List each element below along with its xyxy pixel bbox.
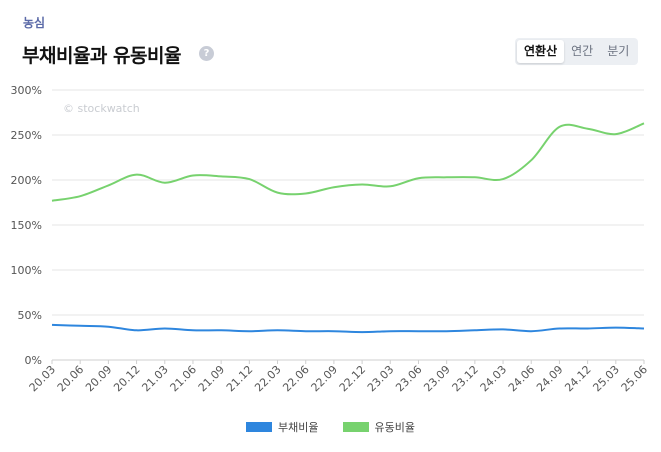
data-point-debt xyxy=(500,326,506,332)
x-tick-label: 24.12 xyxy=(562,363,593,394)
x-tick-label: 22.12 xyxy=(337,363,368,394)
data-point-current xyxy=(275,190,281,196)
data-point-debt xyxy=(303,328,309,334)
data-point-current xyxy=(246,176,252,182)
y-tick-label: 100% xyxy=(11,264,42,277)
data-point-current xyxy=(359,182,365,188)
x-tick-label: 25.03 xyxy=(590,363,621,394)
x-tick-label: 20.09 xyxy=(83,363,114,394)
x-tick-label: 24.03 xyxy=(478,363,509,394)
data-point-debt xyxy=(556,326,562,332)
x-tick-label: 21.06 xyxy=(168,363,199,394)
help-icon[interactable]: ? xyxy=(199,46,214,61)
y-tick-label: 200% xyxy=(11,174,42,187)
data-point-debt xyxy=(387,328,393,334)
company-name: 농심 xyxy=(23,16,46,30)
y-tick-label: 300% xyxy=(11,84,42,97)
data-point-debt xyxy=(415,328,421,334)
data-point-current xyxy=(528,157,534,163)
x-tick-label: 23.09 xyxy=(421,363,452,394)
data-point-current xyxy=(641,120,647,126)
data-point-debt xyxy=(190,327,196,333)
data-point-current xyxy=(105,182,111,188)
y-tick-label: 50% xyxy=(18,309,42,322)
data-point-debt xyxy=(641,326,647,332)
data-point-debt xyxy=(77,323,83,329)
data-point-current xyxy=(134,172,140,178)
data-point-current xyxy=(331,184,337,190)
x-tick-label: 20.12 xyxy=(111,363,142,394)
x-tick-label: 25.06 xyxy=(619,363,650,394)
data-point-debt xyxy=(444,328,450,334)
data-point-debt xyxy=(528,328,534,334)
legend-label-debt: 부채비율 xyxy=(278,421,319,434)
period-tabs: 연환산 연간 분기 xyxy=(515,38,639,65)
x-tick-label: 23.06 xyxy=(393,363,424,394)
tab-quarterly[interactable]: 분기 xyxy=(607,44,630,58)
data-point-current xyxy=(387,183,393,189)
data-point-debt xyxy=(613,325,619,331)
legend-item-current[interactable]: 유동비율 xyxy=(342,419,415,435)
data-point-current xyxy=(500,176,506,182)
data-point-current xyxy=(472,174,478,180)
x-tick-label: 20.06 xyxy=(55,363,86,394)
x-tick-label: 21.12 xyxy=(224,363,255,394)
x-tick-label: 24.09 xyxy=(534,363,565,394)
data-point-debt xyxy=(218,327,224,333)
x-tick-label: 23.12 xyxy=(450,363,481,394)
x-tick-label: 23.03 xyxy=(365,363,396,394)
data-point-debt xyxy=(275,327,281,333)
chart-legend: 부채비율 유동비율 xyxy=(0,419,661,435)
y-tick-label: 0% xyxy=(25,354,42,367)
legend-item-debt[interactable]: 부채비율 xyxy=(246,419,319,435)
data-point-current xyxy=(190,173,196,179)
data-point-debt xyxy=(359,329,365,335)
y-tick-label: 150% xyxy=(11,219,42,232)
data-point-current xyxy=(303,191,309,197)
x-tick-label: 22.06 xyxy=(280,363,311,394)
data-point-current xyxy=(162,180,168,186)
data-point-debt xyxy=(49,322,55,328)
legend-swatch-debt xyxy=(246,422,273,432)
data-point-debt xyxy=(246,328,252,334)
data-point-current xyxy=(77,193,83,199)
series-line-debt-ratio xyxy=(51,323,645,334)
tab-annual[interactable]: 연간 xyxy=(571,44,594,58)
data-point-current xyxy=(585,126,591,132)
x-tick-label: 22.03 xyxy=(252,363,283,394)
x-tick-label: 22.09 xyxy=(309,363,340,394)
x-tick-label: 21.03 xyxy=(139,363,170,394)
series-line-current-ratio xyxy=(51,122,645,202)
data-point-debt xyxy=(162,326,168,332)
x-tick-label: 24.06 xyxy=(506,363,537,394)
tab-annualized[interactable]: 연환산 xyxy=(517,40,565,63)
data-point-debt xyxy=(472,327,478,333)
data-point-debt xyxy=(134,327,140,333)
data-point-current xyxy=(556,124,562,130)
legend-label-current: 유동비율 xyxy=(374,421,415,434)
data-point-current xyxy=(218,173,224,179)
chart-title: 부채비율과 유동비율 xyxy=(22,45,181,67)
watermark: © stockwatch xyxy=(63,102,140,115)
data-point-debt xyxy=(331,328,337,334)
data-point-current xyxy=(415,175,421,181)
legend-swatch-current xyxy=(342,422,369,432)
data-point-current xyxy=(444,174,450,180)
data-point-current xyxy=(49,198,55,204)
data-point-debt xyxy=(585,326,591,332)
data-point-debt xyxy=(105,324,111,330)
data-point-current xyxy=(613,131,619,137)
x-tick-label: 21.09 xyxy=(196,363,227,394)
y-tick-label: 250% xyxy=(11,129,42,142)
x-tick-label: 20.03 xyxy=(27,363,58,394)
